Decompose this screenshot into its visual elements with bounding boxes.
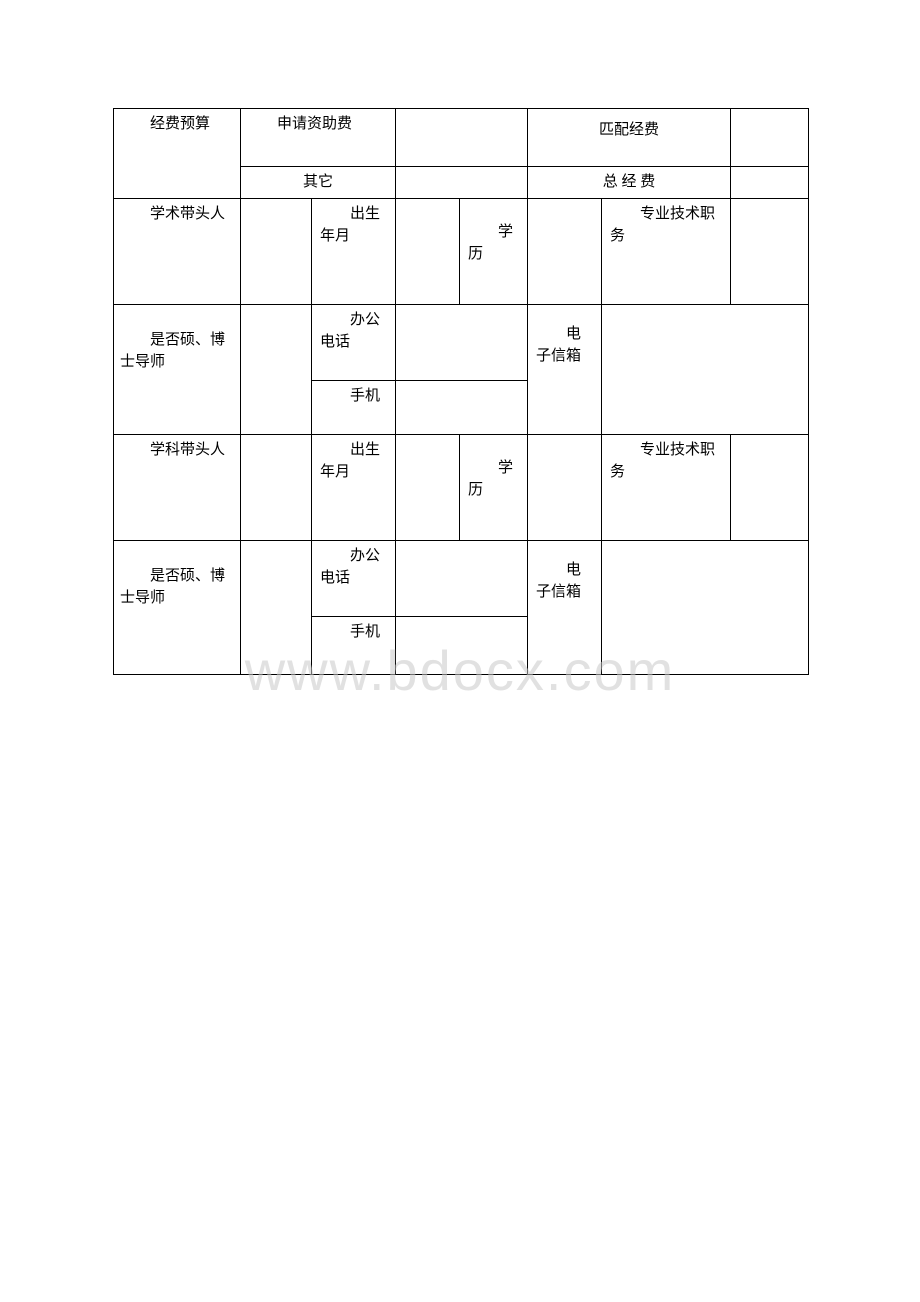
form-table: 经费预算 申请资助费 匹配经费 其它 总 经 费 学术带头人 出生年月 学历 xyxy=(113,108,809,675)
discipline-title-value xyxy=(731,434,809,540)
academic-advisor-label: 是否硕、博士导师 xyxy=(114,304,241,434)
discipline-leader-text: 学科带头人 xyxy=(120,439,234,462)
discipline-email-label: 电子信箱 xyxy=(528,540,602,674)
total-text: 总 经 费 xyxy=(534,171,724,194)
discipline-edu-value xyxy=(528,434,602,540)
academic-title-value xyxy=(731,198,809,304)
discipline-leader-name xyxy=(241,434,312,540)
academic-email-label: 电子信箱 xyxy=(528,304,602,434)
discipline-leader-label: 学科带头人 xyxy=(114,434,241,540)
discipline-advisor-value xyxy=(241,540,312,674)
discipline-mobile-text: 手机 xyxy=(320,621,380,644)
budget-label-text: 经费预算 xyxy=(120,113,234,136)
discipline-edu-text: 学历 xyxy=(468,457,519,502)
discipline-email-text: 电子信箱 xyxy=(536,559,593,604)
budget-label: 经费预算 xyxy=(114,109,241,199)
match-fund-text: 匹配经费 xyxy=(534,113,724,142)
form-table-container: 经费预算 申请资助费 匹配经费 其它 总 经 费 学术带头人 出生年月 学历 xyxy=(113,108,808,675)
apply-fund-label: 申请资助费 xyxy=(241,109,396,167)
academic-birth-value xyxy=(396,198,460,304)
discipline-title-text: 专业技术职务 xyxy=(610,439,724,484)
academic-birth-text: 出生年月 xyxy=(320,203,389,248)
other-label: 其它 xyxy=(241,167,396,199)
academic-office-phone-label: 办公电话 xyxy=(312,304,396,380)
academic-advisor-text: 是否硕、博士导师 xyxy=(120,309,234,374)
discipline-advisor-label: 是否硕、博士导师 xyxy=(114,540,241,674)
academic-office-phone-value xyxy=(396,304,528,380)
discipline-office-phone-value xyxy=(396,540,528,616)
academic-advisor-value xyxy=(241,304,312,434)
academic-birth-label: 出生年月 xyxy=(312,198,396,304)
discipline-email-value xyxy=(602,540,809,674)
apply-fund-value xyxy=(396,109,528,167)
discipline-office-phone-text: 办公电话 xyxy=(320,545,389,590)
other-text: 其它 xyxy=(247,171,389,194)
match-fund-value xyxy=(731,109,809,167)
academic-title-text: 专业技术职务 xyxy=(610,203,724,248)
discipline-mobile-value xyxy=(396,616,528,674)
academic-mobile-value xyxy=(396,380,528,434)
discipline-advisor-text: 是否硕、博士导师 xyxy=(120,545,234,610)
total-label: 总 经 费 xyxy=(528,167,731,199)
total-value xyxy=(731,167,809,199)
academic-title-label: 专业技术职务 xyxy=(602,198,731,304)
discipline-birth-label: 出生年月 xyxy=(312,434,396,540)
academic-mobile-label: 手机 xyxy=(312,380,396,434)
match-fund-label: 匹配经费 xyxy=(528,109,731,167)
academic-office-phone-text: 办公电话 xyxy=(320,309,389,354)
discipline-edu-label: 学历 xyxy=(460,434,528,540)
academic-leader-name xyxy=(241,198,312,304)
discipline-title-label: 专业技术职务 xyxy=(602,434,731,540)
discipline-birth-text: 出生年月 xyxy=(320,439,389,484)
apply-fund-text: 申请资助费 xyxy=(247,113,389,136)
academic-edu-text: 学历 xyxy=(468,221,519,266)
discipline-mobile-label: 手机 xyxy=(312,616,396,674)
academic-email-text: 电子信箱 xyxy=(536,323,593,368)
academic-email-value xyxy=(602,304,809,434)
academic-leader-text: 学术带头人 xyxy=(120,203,234,226)
academic-mobile-text: 手机 xyxy=(320,385,380,408)
academic-leader-label: 学术带头人 xyxy=(114,198,241,304)
discipline-birth-value xyxy=(396,434,460,540)
other-value xyxy=(396,167,528,199)
academic-edu-label: 学历 xyxy=(460,198,528,304)
academic-edu-value xyxy=(528,198,602,304)
discipline-office-phone-label: 办公电话 xyxy=(312,540,396,616)
